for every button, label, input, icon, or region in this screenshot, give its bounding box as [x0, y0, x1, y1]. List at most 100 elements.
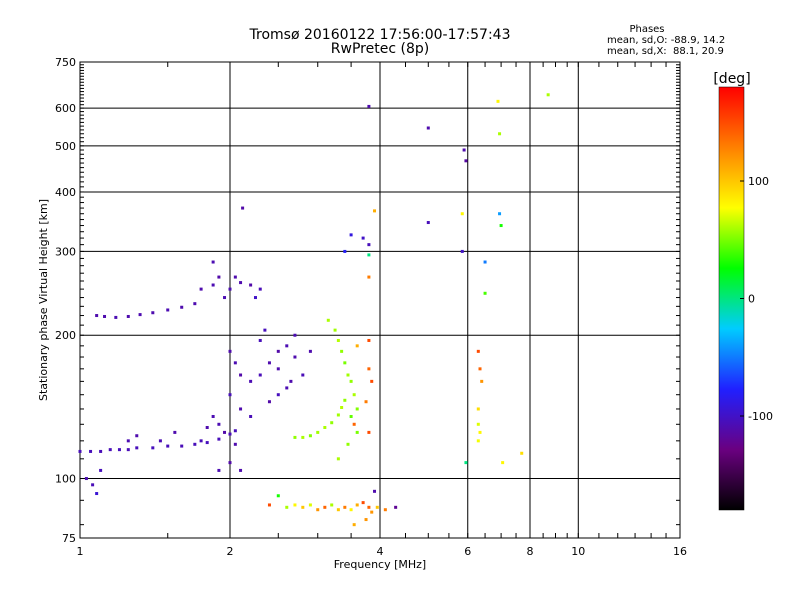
data-point — [211, 283, 215, 287]
data-point — [460, 249, 464, 253]
data-point — [258, 373, 262, 377]
data-point — [323, 425, 327, 429]
data-points — [78, 93, 550, 527]
data-point — [239, 407, 243, 411]
x-axis-label: Frequency [MHz] — [334, 558, 426, 571]
data-point — [355, 430, 359, 434]
data-point — [193, 442, 197, 446]
data-point — [276, 367, 280, 371]
data-point — [370, 510, 374, 514]
data-point — [476, 407, 480, 411]
data-point — [233, 429, 237, 433]
data-point — [233, 361, 237, 365]
data-point — [228, 287, 232, 291]
data-point — [326, 318, 330, 322]
data-point — [343, 398, 347, 402]
data-point — [367, 253, 371, 257]
data-point — [233, 275, 237, 279]
data-point — [301, 505, 305, 509]
data-point — [126, 448, 130, 452]
data-point — [480, 379, 484, 383]
data-point — [323, 505, 327, 509]
data-point — [330, 503, 334, 507]
data-point — [228, 393, 232, 397]
data-point — [239, 281, 243, 285]
data-point — [343, 505, 347, 509]
data-point — [352, 422, 356, 426]
data-point — [520, 451, 524, 455]
data-point — [293, 503, 297, 507]
data-point — [367, 430, 371, 434]
x-tick-label: 10 — [571, 545, 585, 558]
data-point — [394, 505, 398, 509]
data-point — [267, 503, 271, 507]
data-point — [464, 461, 468, 465]
data-point — [285, 386, 289, 390]
data-point — [228, 461, 232, 465]
data-point — [349, 414, 353, 418]
data-point — [217, 422, 221, 426]
data-point — [249, 414, 253, 418]
data-point — [340, 349, 344, 353]
data-point — [367, 505, 371, 509]
data-point — [263, 328, 267, 332]
colorbar-label: [deg] — [713, 71, 750, 87]
data-point — [253, 296, 257, 300]
axis-ticks: 1 2 4 6 8 10 16 75 100 200 300 400 500 600 750 — [55, 56, 687, 558]
y-axis-label: Stationary phase Virtual Height [km] — [37, 199, 50, 401]
colorbar-tick-label: -100 — [748, 410, 773, 423]
data-point — [496, 99, 500, 103]
data-point — [228, 349, 232, 353]
x-tick-label: 16 — [673, 545, 687, 558]
data-point — [293, 355, 297, 359]
data-point — [499, 224, 503, 228]
phases-stats-x: mean, sd,X: 88.1, 20.9 — [607, 46, 724, 57]
data-point — [476, 422, 480, 426]
data-point — [114, 315, 118, 319]
data-point — [78, 449, 82, 453]
data-point — [367, 243, 371, 247]
x-tick-label: 4 — [377, 545, 384, 558]
chart-subtitle: RwPretec (8p) — [331, 41, 429, 57]
y-tick-label: 600 — [55, 102, 76, 115]
data-point — [135, 446, 139, 450]
data-point — [233, 442, 237, 446]
data-point — [117, 448, 121, 452]
data-point — [316, 508, 320, 512]
data-point — [336, 457, 340, 461]
data-point — [95, 314, 99, 318]
data-point — [476, 439, 480, 443]
data-point — [352, 393, 356, 397]
data-point — [239, 468, 243, 472]
data-point — [498, 132, 502, 136]
data-point — [370, 379, 374, 383]
data-point — [158, 439, 162, 443]
data-point — [367, 338, 371, 342]
data-point — [476, 349, 480, 353]
data-point — [180, 444, 184, 448]
data-point — [460, 212, 464, 216]
data-point — [95, 492, 99, 496]
data-point — [343, 249, 347, 253]
colorbar-ticks: 100 0 -100 — [740, 175, 773, 423]
data-point — [364, 518, 368, 522]
data-point — [293, 333, 297, 337]
data-point — [373, 489, 377, 493]
data-point — [126, 314, 130, 318]
colorbar-tick-label: 100 — [748, 175, 769, 188]
data-point — [151, 446, 155, 450]
data-point — [316, 430, 320, 434]
data-point — [84, 477, 88, 481]
data-point — [367, 275, 371, 279]
data-point — [205, 425, 209, 429]
data-point — [464, 159, 468, 163]
x-tick-label: 2 — [227, 545, 234, 558]
x-tick-label: 8 — [527, 545, 534, 558]
data-point — [199, 287, 203, 291]
data-point — [285, 505, 289, 509]
data-point — [166, 444, 170, 448]
data-point — [426, 221, 430, 225]
data-point — [349, 508, 353, 512]
data-point — [501, 461, 505, 465]
data-point — [346, 373, 350, 377]
